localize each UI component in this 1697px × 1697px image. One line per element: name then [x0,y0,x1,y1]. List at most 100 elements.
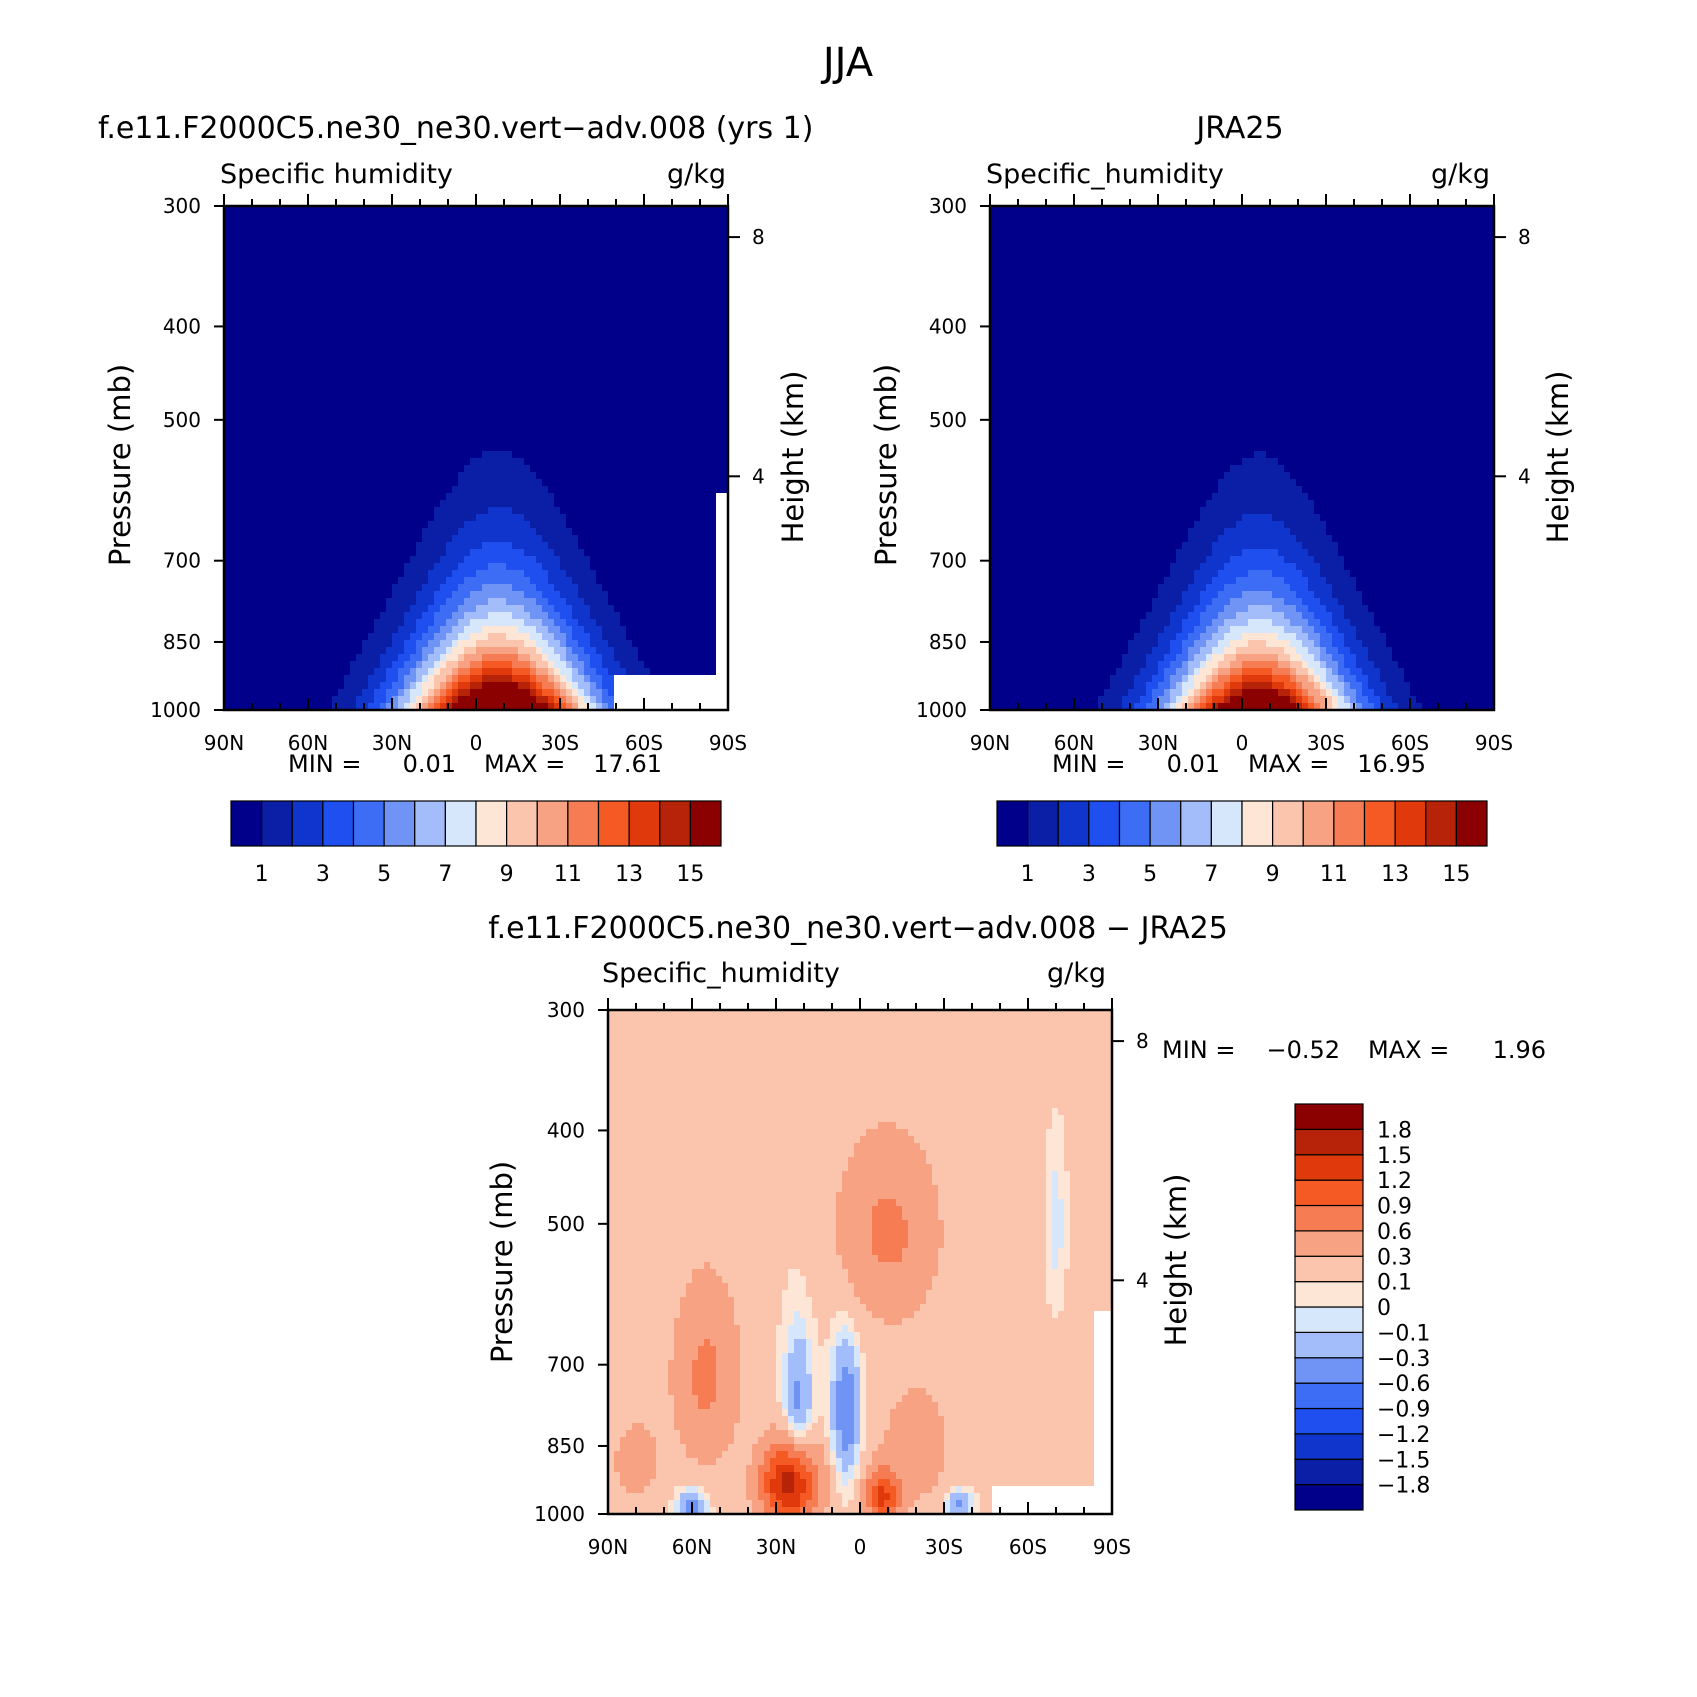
contour-cell [692,395,699,403]
contour-cell [536,283,543,291]
contour-cell [356,325,363,333]
contour-cell [572,206,579,214]
contour-cell [302,563,309,571]
contour-cell [602,458,609,466]
contour-cell [236,577,243,585]
contour-cell [722,451,728,459]
contour-cell [320,395,327,403]
contour-cell [566,220,573,228]
contour-cell [362,276,369,284]
contour-cell [362,437,369,445]
contour-cell [506,283,513,291]
contour-cell [434,619,441,627]
contour-cell [284,500,291,508]
contour-cell [500,402,507,410]
contour-cell [314,542,321,550]
contour-cell [320,535,327,543]
contour-cell [716,325,723,333]
contour-cell [722,507,728,515]
contour-cell [446,591,453,599]
contour-cell [266,311,273,319]
contour-cell [368,549,375,557]
contour-cell [590,339,597,347]
contour-cell [680,332,687,340]
contour-cell [320,269,327,277]
contour-cell [278,227,285,235]
contour-cell [458,451,465,459]
contour-cell [686,514,693,522]
contour-cell [668,423,675,431]
contour-cell [542,311,549,319]
contour-cell [584,612,591,620]
contour-cell [644,458,651,466]
contour-cell [572,409,579,417]
contour-cell [488,402,495,410]
contour-cell [272,549,279,557]
contour-cell [692,381,699,389]
contour-cell [248,262,255,270]
contour-cell [326,332,333,340]
contour-cell [536,381,543,389]
contour-cell [398,388,405,396]
contour-cell [224,465,231,473]
contour-cell [620,577,627,585]
contour-cell [278,521,285,529]
contour-cell [434,514,441,522]
contour-cell [434,262,441,270]
contour-cell [314,486,321,494]
contour-cell [260,451,267,459]
contour-cell [326,423,333,431]
contour-cell [542,570,549,578]
contour-cell [398,500,405,508]
contour-cell [620,374,627,382]
contour-cell [356,360,363,368]
contour-cell [512,241,519,249]
contour-cell [674,262,681,270]
contour-cell [476,598,483,606]
contour-cell [542,500,549,508]
contour-cell [512,381,519,389]
contour-cell [554,297,561,305]
contour-cell [272,409,279,417]
contour-cell [596,570,603,578]
contour-cell [722,458,728,466]
contour-cell [236,220,243,228]
contour-cell [242,346,249,354]
contour-cell [644,479,651,487]
contour-cell [674,360,681,368]
contour-cell [362,451,369,459]
contour-cell [710,514,717,522]
contour-cell [392,612,399,620]
contour-cell [668,528,675,536]
contour-cell [236,311,243,319]
contour-cell [638,262,645,270]
contour-cell [392,276,399,284]
contour-cell [644,346,651,354]
contour-cell [284,248,291,256]
contour-cell [548,563,555,571]
contour-cell [440,332,447,340]
contour-cell [404,493,411,501]
contour-cell [458,339,465,347]
contour-cell [386,472,393,480]
contour-cell [386,451,393,459]
contour-cell [716,213,723,221]
contour-cell [716,437,723,445]
contour-cell [512,206,519,214]
contour-cell [692,605,699,613]
contour-cell [230,234,237,242]
contour-cell [368,528,375,536]
contour-cell [722,591,728,599]
contour-cell [554,500,561,508]
contour-cell [488,220,495,228]
contour-cell [398,423,405,431]
contour-cell [452,360,459,368]
contour-cell [440,346,447,354]
contour-cell [440,528,447,536]
contour-cell [548,549,555,557]
contour-cell [668,220,675,228]
contour-cell [320,472,327,480]
contour-cell [248,283,255,291]
contour-cell [242,283,249,291]
contour-cell [290,507,297,515]
